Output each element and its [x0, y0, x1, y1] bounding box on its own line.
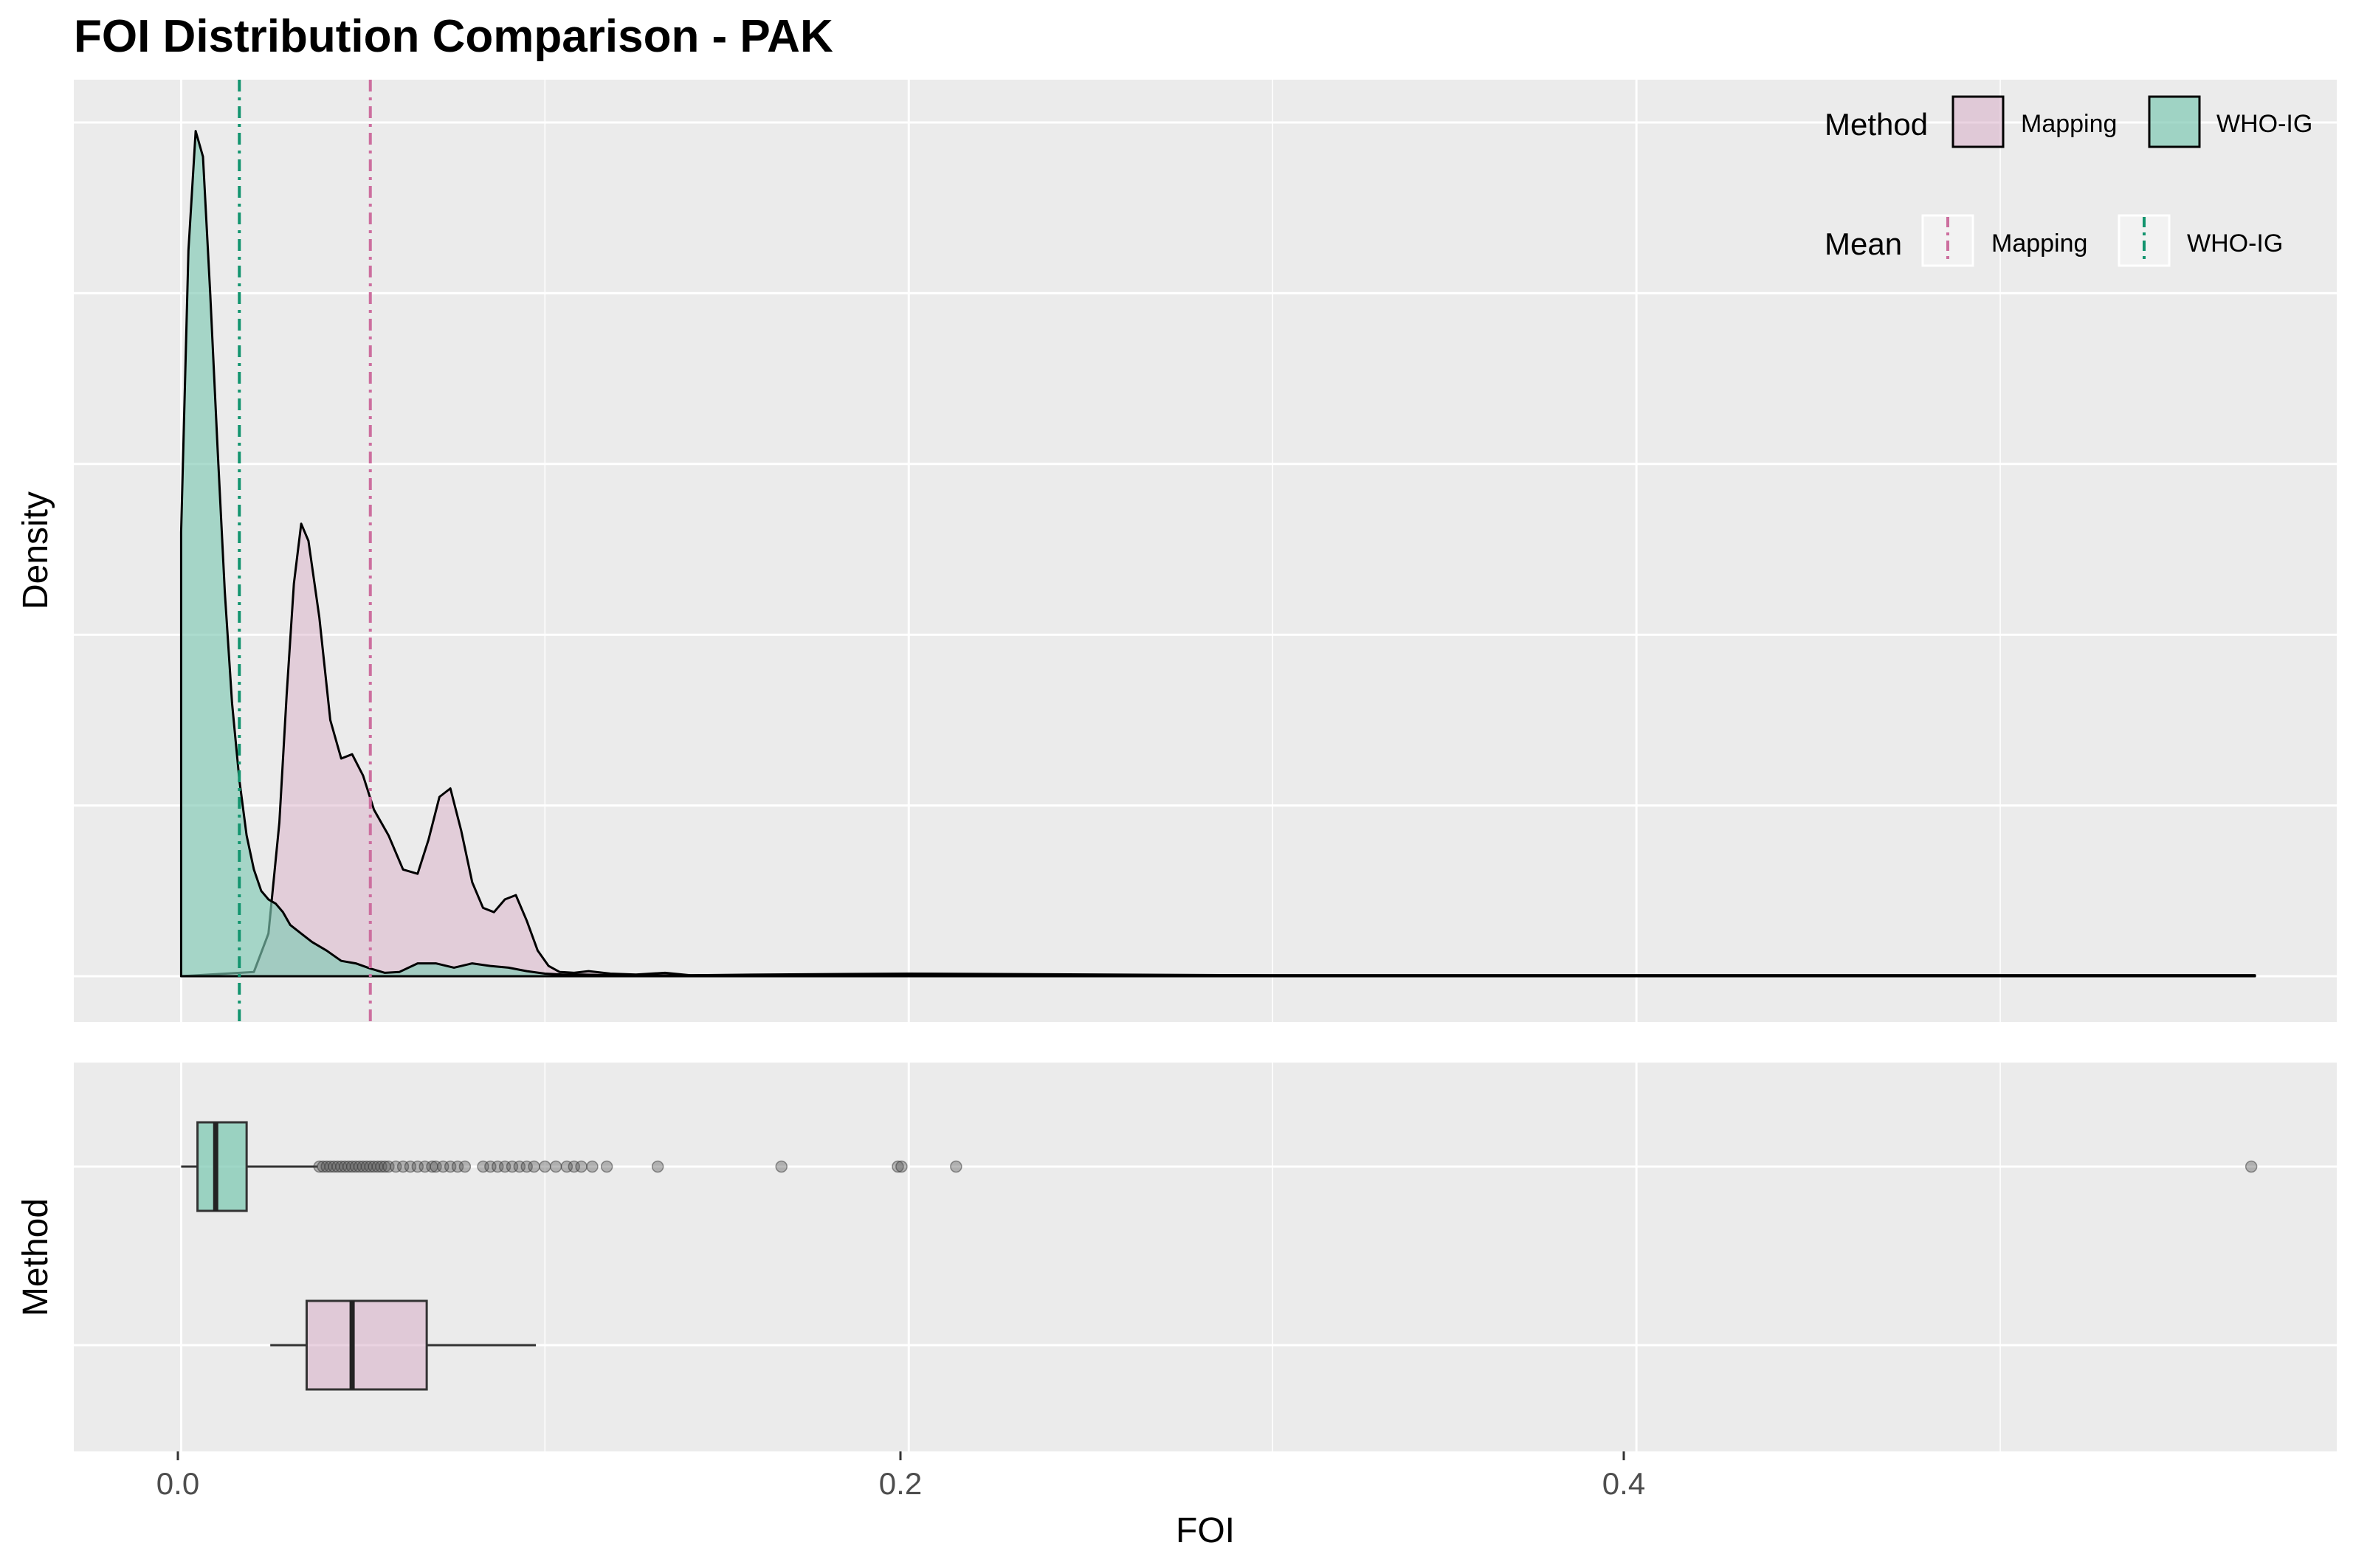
outlier-who-ig-51	[2245, 1160, 2258, 1173]
legend: Method Mapping WHO-IG Mean Mapping WHO-I…	[1825, 95, 2312, 267]
outlier-who-ig-38	[528, 1160, 540, 1173]
density-areas	[179, 130, 2256, 978]
legend-mean-who-ig-label: WHO-IG	[2187, 229, 2283, 258]
box-mapping	[305, 1299, 428, 1391]
outlier-who-ig-39	[539, 1160, 551, 1173]
box-who-ig	[196, 1121, 248, 1212]
legend-mapping-label: Mapping	[2021, 110, 2117, 138]
outlier-who-ig-43	[575, 1160, 588, 1173]
x-axis-title: FOI	[1176, 1511, 1235, 1550]
outlier-who-ig-50	[950, 1160, 962, 1173]
outlier-who-ig-49	[895, 1160, 908, 1173]
outlier-who-ig-46	[651, 1160, 664, 1173]
x-axis: 0.0 0.2 0.4	[156, 1451, 1645, 1501]
outlier-who-ig-40	[549, 1160, 562, 1173]
outlier-who-ig-48	[892, 1160, 904, 1173]
x-tick-label-1: 0.2	[879, 1466, 922, 1501]
legend-who-ig-swatch	[2148, 95, 2201, 148]
density-y-axis-title: Density	[16, 491, 55, 609]
legend-mean-mapping-label: Mapping	[1991, 229, 2087, 258]
box-panel	[74, 1063, 2337, 1451]
box-plots	[181, 1121, 2258, 1391]
x-tick-label-0: 0.0	[156, 1466, 199, 1501]
outlier-who-ig-30	[458, 1160, 472, 1173]
x-tick-label-2: 0.4	[1602, 1466, 1645, 1501]
density-area-who-ig	[179, 130, 2256, 978]
legend-mean-title: Mean	[1825, 227, 1902, 261]
box-y-axis-title: Method	[16, 1198, 55, 1316]
outlier-who-ig-45	[600, 1160, 613, 1173]
mean-lines	[238, 80, 372, 1022]
legend-mapping-swatch	[1951, 95, 2005, 148]
outlier-who-ig-44	[586, 1160, 599, 1173]
box-grid	[74, 1063, 2337, 1451]
legend-who-ig-label: WHO-IG	[2216, 110, 2312, 138]
outlier-who-ig-47	[775, 1160, 788, 1173]
legend-method-title: Method	[1825, 107, 1928, 142]
chart-title: FOI Distribution Comparison - PAK	[74, 11, 833, 62]
